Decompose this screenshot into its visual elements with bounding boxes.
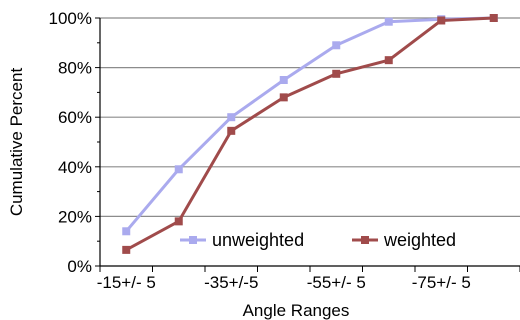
x-axis-title: Angle Ranges [243, 301, 350, 320]
x-tick-label: -35+/-5 [204, 273, 258, 292]
y-tick-label: 80% [58, 59, 92, 78]
x-tick-label: -55+/- 5 [307, 273, 366, 292]
y-tick-label: 0% [67, 257, 92, 276]
y-tick-label: 100% [49, 9, 92, 28]
data-point-unweighted [332, 41, 341, 50]
legend-swatch-marker-weighted [361, 236, 369, 244]
legend-label-weighted: weighted [383, 230, 456, 250]
axes [95, 17, 520, 272]
data-point-weighted [437, 16, 446, 25]
y-tick-label: 20% [58, 207, 92, 226]
data-point-weighted [332, 69, 341, 78]
series-line-unweighted [125, 16, 494, 233]
legend-swatch-marker-unweighted [189, 236, 197, 244]
legend-label-unweighted: unweighted [212, 230, 304, 250]
data-point-weighted [489, 14, 498, 22]
data-point-weighted [227, 126, 236, 135]
x-tick-label: -15+/- 5 [97, 273, 156, 292]
y-tick-labels: 0% 20% 40% 60% 80% 100% [49, 9, 92, 276]
y-tick-label: 60% [58, 108, 92, 127]
legend: unweighted weighted [180, 230, 456, 250]
data-point-unweighted [122, 227, 131, 236]
gridlines [100, 17, 520, 217]
data-point-unweighted [279, 76, 288, 84]
x-tick-labels: -15+/- 5 -35+/-5 -55+/- 5 -75+/- 5 [97, 273, 471, 292]
series-lines [122, 14, 498, 254]
data-point-weighted [122, 245, 131, 254]
y-tick-label: 40% [58, 158, 92, 177]
data-point-unweighted [384, 17, 393, 26]
data-point-weighted [174, 217, 183, 226]
y-axis-title: Cumulative Percent [7, 68, 26, 217]
x-tick-label: -75+/- 5 [412, 273, 471, 292]
data-point-weighted [384, 56, 393, 65]
data-point-weighted [279, 93, 288, 102]
data-point-unweighted [227, 113, 236, 122]
series-line-weighted [125, 16, 494, 252]
data-point-unweighted [174, 165, 183, 174]
